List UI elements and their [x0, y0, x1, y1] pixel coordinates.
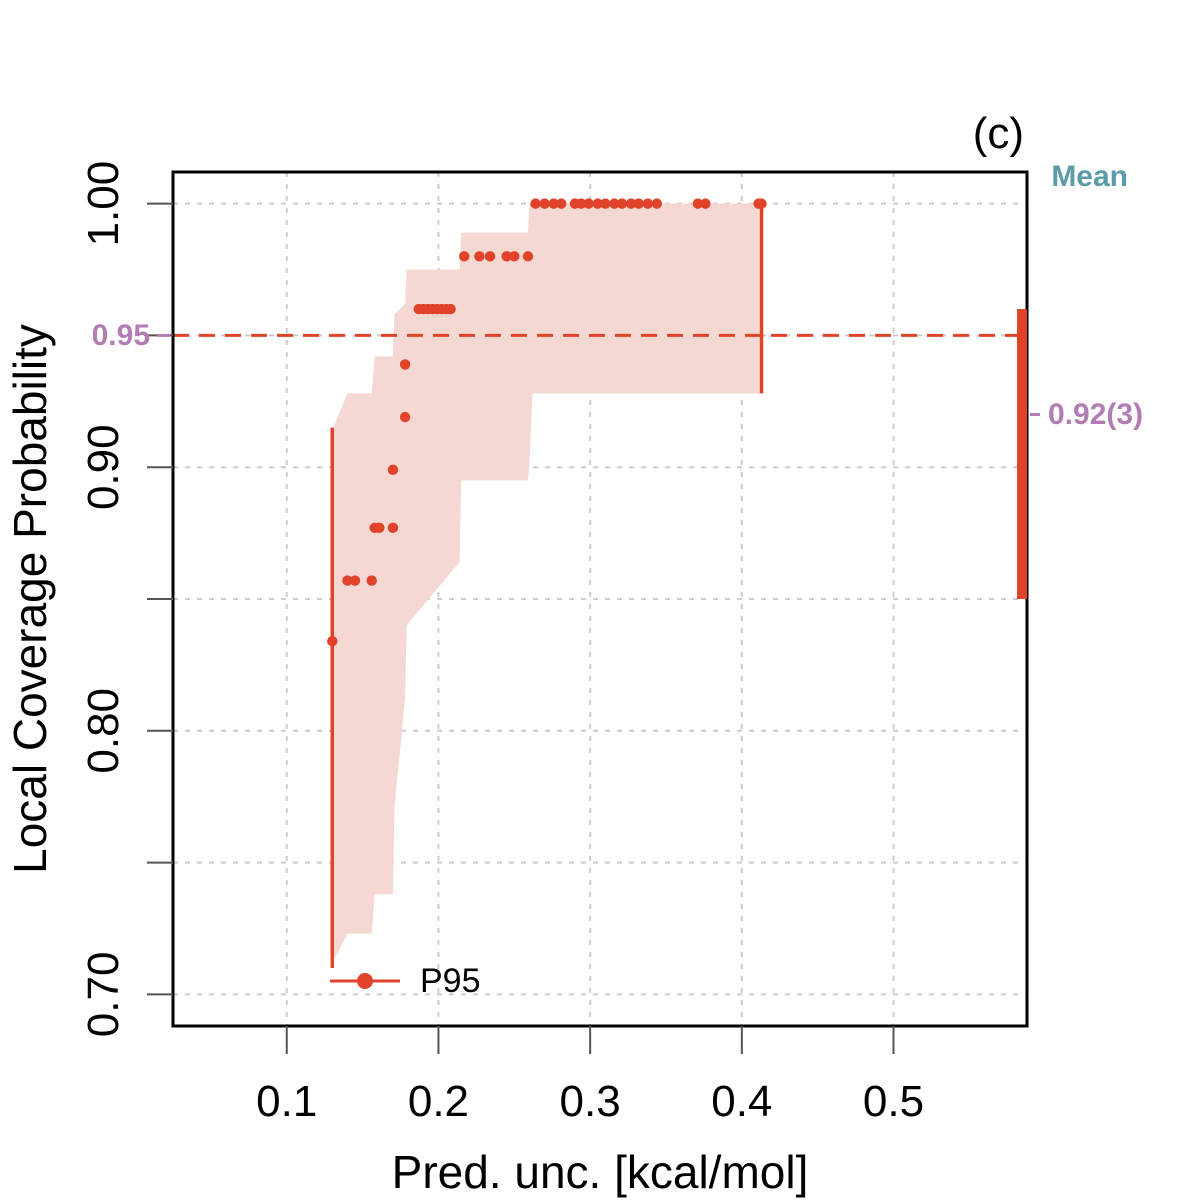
- y-tick-label: 0.70: [79, 952, 128, 1038]
- data-point: [484, 251, 496, 262]
- data-point: [374, 522, 385, 534]
- data-point: [642, 198, 653, 209]
- data-point: [522, 251, 534, 262]
- data-point: [474, 251, 485, 262]
- legend: P95: [330, 962, 481, 1000]
- data-point: [600, 198, 611, 209]
- mean-value-label: 0.92(3): [1048, 398, 1143, 431]
- x-tick-label: 0.1: [256, 1077, 317, 1126]
- axis-ticks: 0.1 0.2 0.3 0.4 0.5 0.70 0.80 0.90 1.00: [79, 161, 924, 1126]
- data-point: [530, 198, 541, 209]
- data-point: [633, 198, 644, 209]
- data-point: [692, 198, 704, 209]
- x-tick-label: 0.5: [863, 1077, 924, 1126]
- data-point: [548, 198, 559, 209]
- data-point: [387, 522, 399, 534]
- data-point-layer: [327, 198, 767, 647]
- data-point: [501, 251, 512, 262]
- panel-label: (c): [973, 109, 1024, 158]
- legend-marker: [357, 973, 373, 989]
- x-tick-label: 0.3: [560, 1077, 621, 1126]
- x-tick-label: 0.4: [711, 1077, 772, 1126]
- y-tick-label: 1.00: [79, 161, 128, 247]
- data-point: [349, 575, 361, 586]
- data-point: [575, 198, 587, 209]
- data-point: [756, 198, 767, 209]
- data-point: [539, 198, 550, 209]
- data-point: [556, 198, 567, 209]
- data-point: [445, 303, 456, 315]
- data-point: [366, 575, 377, 586]
- data-point: [616, 198, 628, 209]
- data-point: [327, 635, 338, 647]
- data-point: [625, 198, 637, 209]
- confidence-band-layer: [332, 203, 762, 963]
- confidence-band: [332, 203, 762, 963]
- data-point: [700, 198, 711, 209]
- data-point: [509, 251, 520, 262]
- x-tick-label: 0.2: [408, 1077, 469, 1126]
- error-bar-layer: [330, 203, 764, 969]
- data-point: [399, 359, 411, 370]
- mean-indicator: [1017, 309, 1040, 599]
- target-level-label: 0.95: [92, 319, 150, 352]
- data-point: [583, 198, 594, 209]
- data-point: [387, 464, 399, 476]
- y-tick-label: 0.80: [79, 688, 128, 774]
- data-point: [342, 575, 353, 586]
- data-point: [609, 198, 620, 209]
- data-point: [592, 198, 603, 209]
- data-point: [651, 198, 663, 209]
- x-axis-title: Pred. unc. [kcal/mol]: [392, 1146, 809, 1198]
- y-axis-title: Local Coverage Probability: [4, 324, 56, 874]
- data-point: [459, 251, 470, 262]
- y-tick-label: 0.90: [79, 424, 128, 510]
- mean-label: Mean: [1051, 160, 1128, 193]
- data-point: [399, 411, 411, 423]
- legend-label-p95: P95: [420, 962, 481, 1000]
